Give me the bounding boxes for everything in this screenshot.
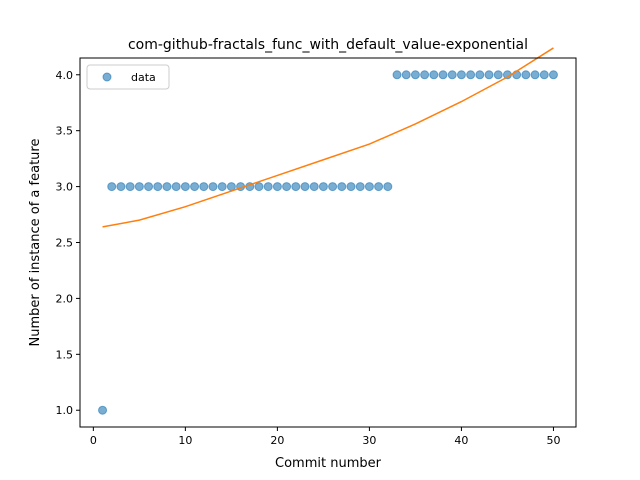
data-point	[300, 182, 310, 192]
data-point	[180, 182, 190, 192]
data-point	[263, 182, 273, 192]
data-point	[337, 182, 347, 192]
data-point	[98, 405, 108, 415]
data-point	[346, 182, 356, 192]
x-tick-label: 0	[90, 434, 97, 447]
x-axis: 0 10 20 30 40 50	[90, 427, 560, 447]
data-point	[328, 182, 338, 192]
data-point	[364, 182, 374, 192]
legend-box	[86, 64, 170, 90]
data-point	[429, 70, 439, 80]
data-point	[456, 70, 466, 80]
y-tick-label: 4.0	[56, 69, 74, 82]
data-point	[171, 182, 181, 192]
x-tick-label: 30	[362, 434, 376, 447]
x-tick-label: 40	[454, 434, 468, 447]
axes-frame	[79, 57, 577, 428]
data-point	[475, 70, 485, 80]
data-point	[291, 182, 301, 192]
data-point	[392, 70, 402, 80]
data-point	[134, 182, 144, 192]
data-point	[272, 182, 282, 192]
x-tick-label: 20	[270, 434, 284, 447]
y-tick-label: 3.0	[56, 181, 74, 194]
y-tick-label: 3.5	[56, 125, 74, 138]
data-point	[217, 182, 227, 192]
data-point	[162, 182, 172, 192]
legend-marker-data	[102, 72, 112, 82]
data-point	[548, 70, 558, 80]
data-point	[116, 182, 126, 192]
data-point	[493, 70, 503, 80]
data-point	[254, 182, 264, 192]
plot-area	[98, 47, 558, 415]
data-point	[383, 182, 393, 192]
data-point	[539, 70, 549, 80]
legend-label-data: data	[131, 71, 156, 84]
y-tick-label: 1.5	[56, 348, 74, 361]
x-tick-label: 10	[178, 434, 192, 447]
data-point	[355, 182, 365, 192]
chart-title: com-github-fractals_func_with_default_va…	[128, 37, 528, 53]
data-point	[125, 182, 135, 192]
data-point	[318, 182, 328, 192]
data-point	[466, 70, 476, 80]
exponential-fit-line	[102, 47, 554, 228]
y-axis: 1.0 1.5 2.0 2.5 3.0 3.5 4.0	[56, 69, 80, 417]
data-point	[309, 182, 319, 192]
data-point	[374, 182, 384, 192]
data-point	[190, 182, 200, 192]
y-tick-label: 1.0	[56, 404, 74, 417]
data-point	[208, 182, 218, 192]
data-point	[484, 70, 494, 80]
data-point	[144, 182, 154, 192]
x-tick-label: 50	[546, 434, 560, 447]
data-point	[199, 182, 209, 192]
data-point	[107, 182, 117, 192]
data-point	[530, 70, 540, 80]
data-point	[447, 70, 457, 80]
data-point	[420, 70, 430, 80]
y-tick-label: 2.5	[56, 237, 74, 250]
data-point	[521, 70, 531, 80]
data-point	[153, 182, 163, 192]
legend: data	[86, 64, 170, 90]
data-point	[410, 70, 420, 80]
data-point	[438, 70, 448, 80]
y-axis-label: Number of instance of a feature	[28, 139, 43, 347]
data-point	[401, 70, 411, 80]
x-axis-label: Commit number	[275, 456, 382, 471]
data-point	[282, 182, 292, 192]
y-tick-label: 2.0	[56, 292, 74, 305]
